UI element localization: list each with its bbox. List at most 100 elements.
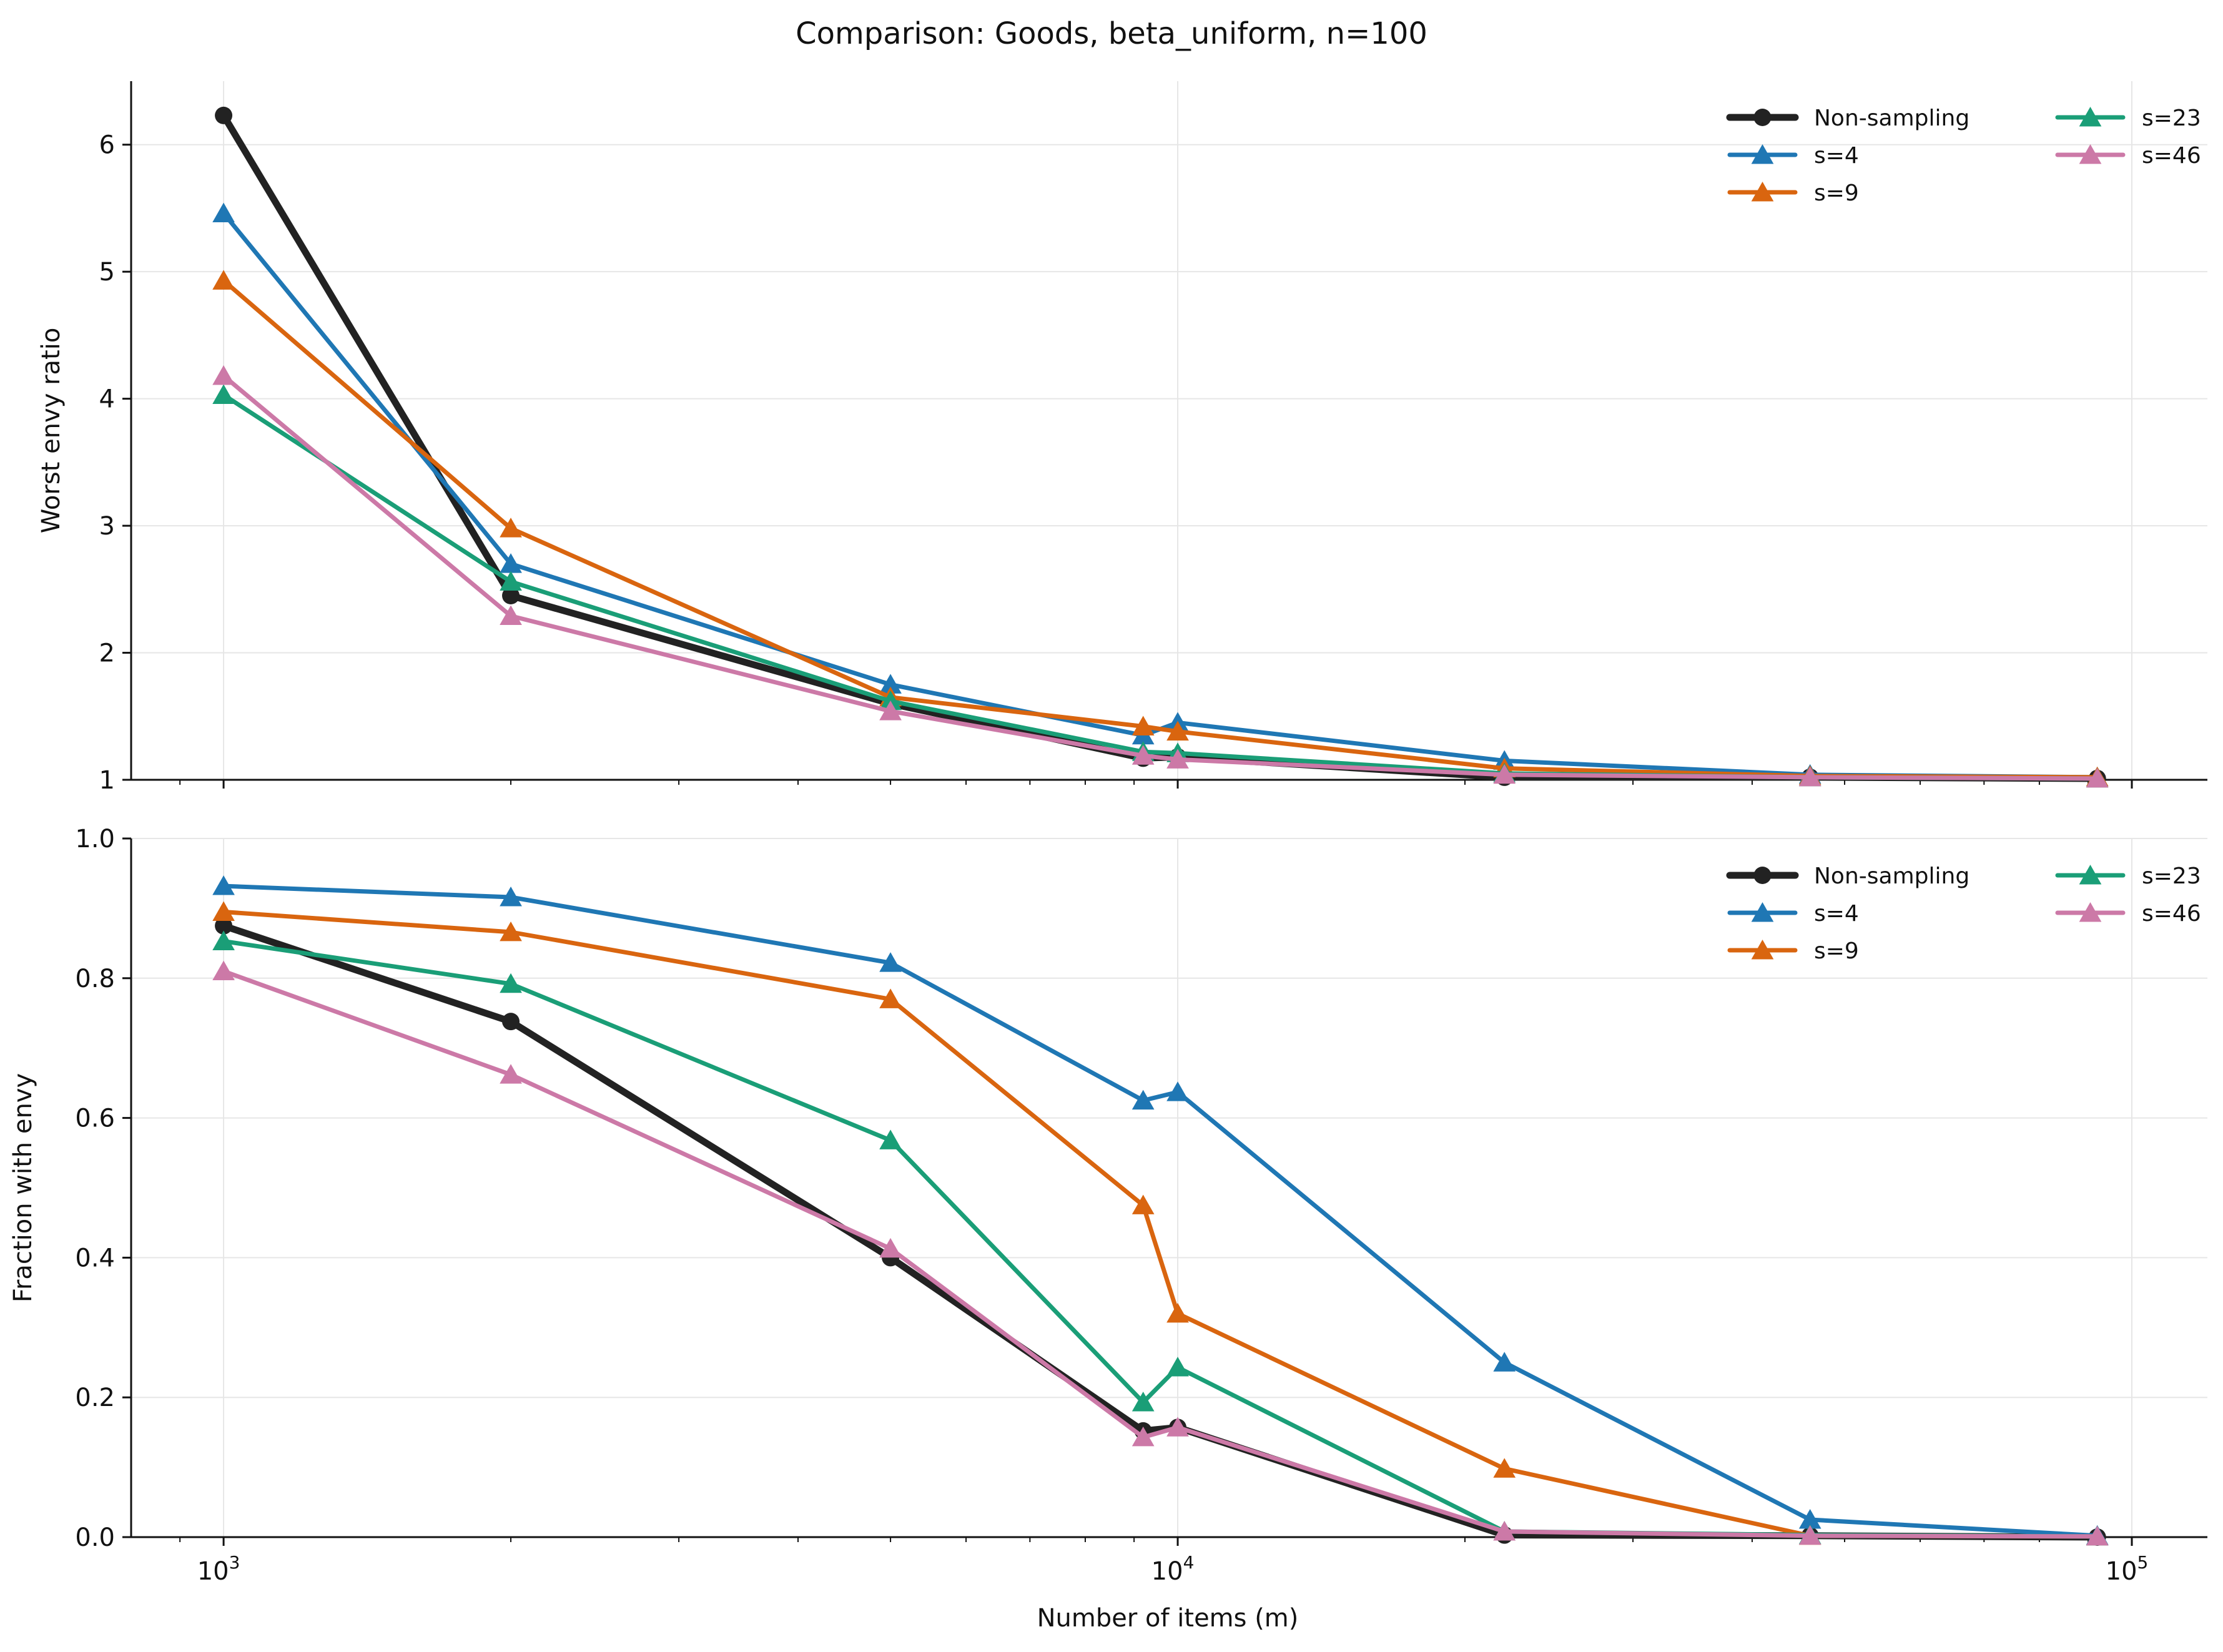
y-tick-label: 0.6 [75,1104,115,1133]
legend-marker [2079,144,2102,164]
data-point-s-9 [500,921,522,942]
series-line-s-4 [221,883,2100,1538]
data-point-s-46 [1798,1525,1821,1545]
y-tick-label: 1.0 [75,825,115,853]
data-point-s-9 [879,988,902,1008]
data-point-s-4 [879,952,902,972]
legend-item-non-sampling: Non-sampling [1726,863,1969,889]
legend-label: s=23 [2142,106,2201,131]
data-point-s-23 [1166,1357,1189,1377]
legend-marker [1751,182,1774,202]
y-tick-label: 0.2 [75,1384,115,1412]
legend-marker [1753,867,1772,884]
series-line-s-23 [221,939,2100,1539]
series-non-sampling [215,106,2106,787]
fraction-with-envy-panel: 0.0 0.2 0.4 0.6 0.8 1.0 103 104 105 Fraction with… [9,825,2207,1586]
y-axis-label: Worst envy ratio [37,328,66,534]
series-s-46 [212,365,2109,788]
y-tick-label: 2 [99,639,115,668]
data-point-s-46 [212,365,235,385]
data-point-s-4 [212,202,235,223]
legend-marker [1753,109,1772,126]
data-point-s-46 [500,605,522,625]
legend-label: s=9 [1814,938,1859,964]
data-point-s-9 [1131,715,1155,735]
data-point-s-4 [500,886,522,907]
y-tick-label: 5 [99,258,115,287]
data-point-s-46 [1131,745,1155,765]
legend: Non-sampling s=4 s=9 s=23 s=46 [1726,106,2201,206]
data-point-s-23 [500,973,522,993]
worst-envy-ratio-panel: 1 2 3 4 5 6 Worst envy ratio Non-sampling s=4 s=9… [37,81,2207,795]
y-tick-label: 4 [99,385,115,414]
data-point-s-46 [879,701,902,720]
legend-marker [2079,865,2102,885]
legend-item-s-23: s=23 [2055,863,2201,889]
y-tick-label: 1 [99,766,115,795]
series-s-4 [212,875,2109,1545]
data-point-s-23 [1131,1392,1155,1412]
data-point-s-9 [1131,1194,1155,1214]
legend-item-s-46: s=46 [2055,143,2201,169]
data-point-non-sampling [502,1013,520,1031]
data-point-s-46 [1798,766,1821,787]
data-point-s-9 [212,901,235,921]
legend-item-s-46: s=46 [2055,901,2201,927]
figure-title: Comparison: Goods, beta_uniform, n=100 [796,16,1427,51]
legend-item-s-9: s=9 [1727,938,1859,964]
x-axis-label: Number of items (m) [1037,1604,1299,1633]
x-tick-label: 104 [1151,1552,1195,1586]
data-point-s-46 [1131,1426,1155,1447]
legend-item-s-23: s=23 [2055,106,2201,131]
data-point-s-46 [1166,749,1189,769]
legend-marker [2079,902,2102,922]
x-tick-label: 105 [2106,1552,2149,1586]
legend: Non-sampling s=4 s=9 s=23 s=46 [1726,863,2201,964]
y-tick-label: 0.0 [75,1523,115,1552]
y-tick-label: 6 [99,131,115,160]
y-tick-label: 0.4 [75,1244,115,1272]
data-point-s-46 [1493,764,1516,784]
data-point-s-9 [212,270,235,290]
legend-label: s=46 [2142,143,2201,169]
x-tick-label: 103 [197,1552,240,1586]
data-point-s-23 [879,1129,902,1149]
series-s-46 [212,960,2109,1546]
data-point-s-46 [212,960,235,981]
legend-label: s=23 [2142,863,2201,889]
data-point-s-9 [1166,1302,1189,1323]
legend-label: Non-sampling [1814,106,1969,131]
y-tick-label: 3 [99,512,115,541]
series-s-4 [212,202,2109,787]
data-point-s-4 [1493,1352,1516,1372]
data-point-non-sampling [215,917,233,935]
data-point-non-sampling [215,106,233,124]
data-point-s-23 [212,930,235,950]
series-line-s-46 [221,969,2100,1539]
series-line-s-46 [221,373,2100,781]
data-point-s-46 [2086,767,2109,788]
data-point-s-4 [1166,1081,1189,1101]
data-point-s-46 [1166,1417,1189,1437]
series-line-non-sampling [220,112,2101,782]
data-point-s-23 [212,384,235,404]
series-non-sampling [215,917,2106,1546]
series-s-9 [212,901,2109,1546]
data-point-s-9 [500,518,522,538]
legend-marker [1751,902,1774,922]
data-point-s-4 [879,674,902,694]
data-point-s-46 [1493,1521,1516,1541]
data-point-s-9 [1166,720,1189,741]
data-point-s-46 [500,1064,522,1084]
series-s-23 [212,930,2109,1546]
legend-item-non-sampling: Non-sampling [1726,106,1969,131]
legend-item-s-9: s=9 [1727,180,1859,206]
axes-spine [130,81,2207,781]
legend-marker [2079,107,2102,127]
series-line-s-9 [221,910,2100,1539]
y-tick-label: 0.8 [75,965,115,993]
data-point-non-sampling [502,586,520,604]
legend-item-s-4: s=4 [1727,143,1859,169]
y-axis-label: Fraction with envy [9,1073,37,1302]
